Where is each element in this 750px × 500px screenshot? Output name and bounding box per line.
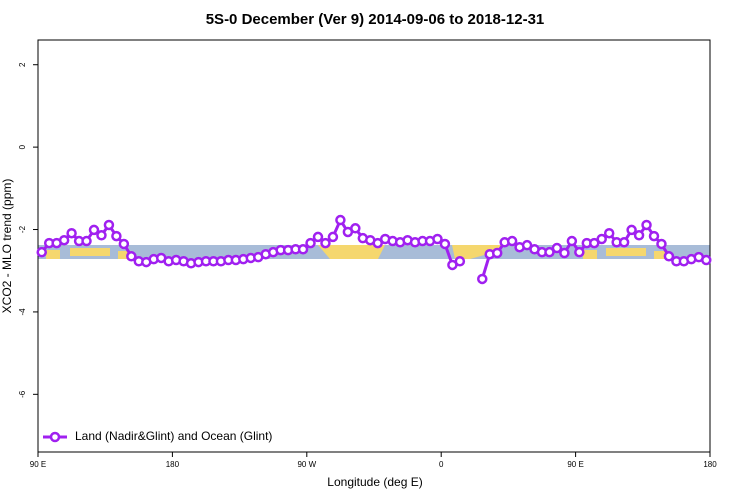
data-point	[36, 246, 47, 258]
chart-title: 5S-0 December (Ver 9) 2014-09-06 to 2018…	[206, 11, 545, 28]
data-point	[327, 231, 339, 243]
land-patch	[118, 251, 132, 259]
data-point	[648, 230, 660, 242]
data-point	[701, 254, 712, 266]
land-patch	[46, 250, 60, 259]
plot-frame	[37, 39, 711, 453]
land-patch	[452, 245, 505, 259]
data-point	[663, 251, 675, 262]
y-tick-label: -6	[18, 390, 27, 398]
data-point	[574, 246, 585, 258]
data-point	[596, 233, 607, 245]
data-point	[372, 237, 383, 249]
data-point	[81, 235, 92, 247]
data-point	[603, 227, 615, 239]
y-axis-label: XCO2 - MLO trend (ppm)	[0, 179, 14, 314]
y-tick-label: 2	[18, 62, 27, 67]
data-point	[96, 230, 107, 241]
data-point	[350, 223, 361, 234]
data-point	[551, 242, 563, 254]
data-point	[626, 224, 637, 236]
data-point	[58, 234, 70, 246]
legend-marker	[49, 431, 61, 443]
x-tick-label: 90 W	[297, 460, 316, 469]
y-tick-label: -4	[18, 308, 27, 316]
data-point	[335, 214, 346, 226]
data-point	[103, 219, 115, 231]
data-point	[477, 273, 488, 285]
data-point	[506, 235, 518, 247]
data-point	[641, 219, 652, 231]
data-point	[297, 244, 309, 255]
x-tick-label: 90 E	[567, 460, 583, 469]
data-point	[589, 237, 600, 249]
land-patch	[583, 250, 597, 259]
data-point	[88, 224, 100, 236]
data-point	[305, 237, 316, 249]
data-point	[111, 230, 122, 242]
data-point	[320, 237, 331, 249]
data-point	[491, 247, 503, 259]
legend-label: Land (Nadir&Glint) and Ocean (Glint)	[75, 429, 272, 443]
data-point	[656, 238, 667, 250]
land-patch	[606, 248, 646, 256]
data-point	[439, 238, 451, 250]
y-tick-label: 0	[18, 144, 27, 149]
data-point	[312, 231, 324, 243]
land-patch	[70, 248, 110, 256]
x-tick-label: 0	[439, 460, 444, 469]
land-patch	[318, 245, 385, 259]
data-point	[544, 246, 555, 258]
data-point	[633, 230, 645, 241]
x-tick-label: 180	[703, 460, 717, 469]
data-point	[432, 233, 443, 245]
data-point	[126, 251, 137, 262]
x-tick-label: 180	[166, 460, 180, 469]
x-axis-label: Longitude (deg E)	[327, 475, 422, 489]
data-point	[66, 227, 77, 239]
x-tick-label: 90 E	[30, 460, 46, 469]
data-point	[454, 255, 466, 267]
data-point	[559, 247, 570, 259]
y-tick-label: -2	[18, 225, 27, 233]
data-point	[521, 239, 533, 251]
data-point	[118, 238, 130, 250]
data-point	[618, 237, 630, 248]
land-patch	[654, 251, 668, 259]
data-point	[566, 235, 578, 247]
